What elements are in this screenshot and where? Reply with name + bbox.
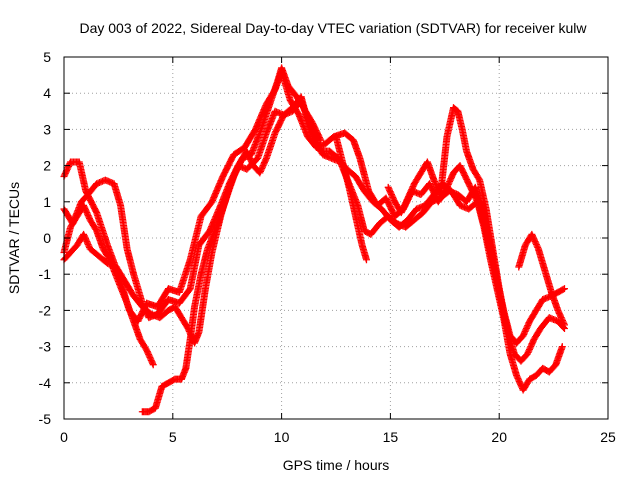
- y-tick-label: -3: [39, 339, 52, 355]
- data-point: [316, 135, 324, 143]
- data-point: [558, 343, 566, 351]
- data-point: [560, 321, 568, 329]
- data-point: [149, 359, 157, 367]
- series-track-8: [515, 230, 568, 329]
- y-tick-label: -4: [39, 375, 52, 391]
- data-point: [560, 319, 568, 327]
- y-tick-label: -1: [39, 266, 52, 282]
- data-point: [317, 136, 325, 144]
- x-tick-label: 5: [169, 429, 177, 445]
- data-point: [502, 321, 510, 329]
- axis-ticks: [63, 56, 609, 420]
- y-tick-label: 0: [43, 230, 51, 246]
- y-tick-label: -2: [39, 302, 52, 318]
- data-point: [560, 285, 568, 293]
- chart-title: Day 003 of 2022, Sidereal Day-to-day VTE…: [79, 20, 587, 36]
- y-tick-label: 1: [43, 194, 51, 210]
- grid: [64, 57, 608, 419]
- x-tick-label: 25: [600, 429, 616, 445]
- data-point: [559, 285, 567, 293]
- y-tick-label: -5: [39, 411, 52, 427]
- y-tick-label: 3: [43, 121, 51, 137]
- y-axis-label: SDTVAR / TECUs: [6, 182, 22, 294]
- x-tick-label: 15: [383, 429, 399, 445]
- y-tick-label: 2: [43, 158, 51, 174]
- series-track-5: [138, 64, 325, 416]
- y-tick-label: 5: [43, 49, 51, 65]
- data-point: [149, 361, 157, 369]
- data-series: [60, 64, 568, 416]
- series-track-6: [332, 133, 370, 264]
- x-tick-label: 0: [60, 429, 68, 445]
- series-track-7: [384, 104, 510, 329]
- x-tick-label: 10: [274, 429, 290, 445]
- tick-labels: 0 5 10 15 20 25 -5 -4 -3 -2 -1 0 1 2 3 4 5: [39, 49, 616, 445]
- x-tick-label: 20: [491, 429, 507, 445]
- data-point: [362, 256, 370, 264]
- x-axis-label: GPS time / hours: [283, 457, 390, 473]
- y-tick-label: 4: [43, 85, 51, 101]
